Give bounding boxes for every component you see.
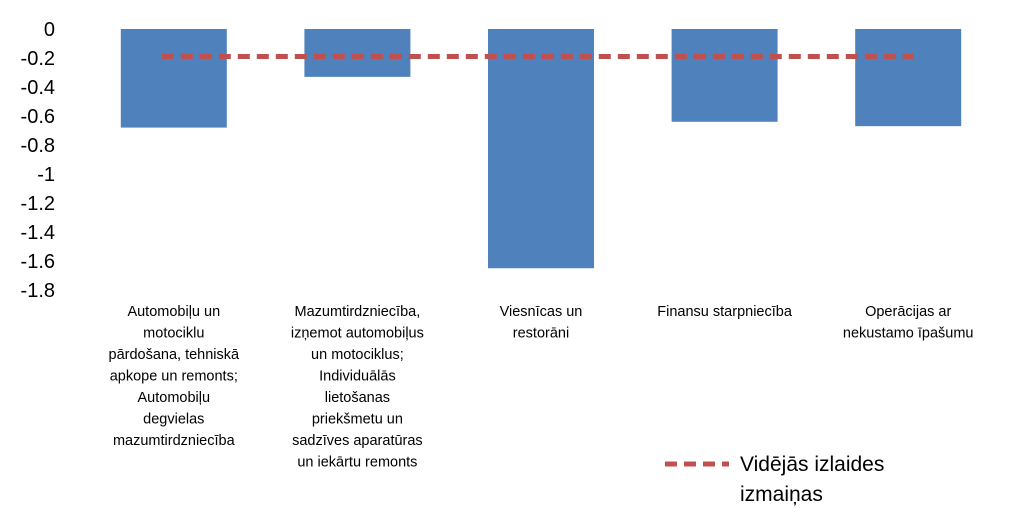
bar bbox=[120, 29, 227, 128]
x-category-label-line: Automobiļu un bbox=[127, 304, 220, 320]
y-tick-label: 0 bbox=[44, 19, 55, 41]
x-category-label: Mazumtirdzniecība, izņemot automobiļus un … bbox=[291, 304, 424, 471]
y-tick-label: -1 bbox=[37, 164, 55, 186]
y-tick-label: -1.4 bbox=[21, 222, 55, 244]
x-category-label-line: Individuālās bbox=[319, 369, 396, 385]
x-category-label-line: apkope un remonts; bbox=[110, 369, 238, 385]
x-axis-labels: Automobiļu un motociklu pārdošana, tehnisk… bbox=[109, 304, 974, 471]
x-category-label-line: sadzīves aparatūras bbox=[292, 433, 423, 449]
x-category-label-line: mazumtirdzniecība bbox=[113, 433, 236, 449]
y-tick-label: -0.4 bbox=[21, 77, 55, 99]
x-category-label: Viesnīcas un restorāni bbox=[500, 304, 583, 342]
x-category-label-line: restorāni bbox=[513, 326, 569, 342]
x-category-label-line: Finansu starpniecība bbox=[657, 304, 793, 320]
y-tick-label: -1.8 bbox=[21, 280, 55, 302]
x-category-label-line: un motociklus; bbox=[311, 347, 404, 363]
x-category-label: Automobiļu un motociklu pārdošana, tehnisk… bbox=[109, 304, 241, 449]
x-category-label-line: un iekārtu remonts bbox=[297, 455, 417, 471]
bar bbox=[671, 29, 778, 122]
x-category-label-line: Mazumtirdzniecība, bbox=[295, 304, 421, 320]
x-category-label-line: Operācijas ar bbox=[865, 304, 951, 320]
x-category-label-line: pārdošana, tehniskā bbox=[109, 347, 241, 363]
y-tick-label: -0.8 bbox=[21, 135, 55, 157]
y-tick-label: -1.2 bbox=[21, 193, 55, 215]
y-tick-label: -0.2 bbox=[21, 48, 55, 70]
x-category-label-line: nekustamo īpašumu bbox=[843, 326, 974, 342]
x-category-label: Finansu starpniecība bbox=[657, 304, 793, 320]
x-category-label-line: izņemot automobiļus bbox=[291, 326, 424, 342]
x-category-label-line: Viesnīcas un bbox=[500, 304, 583, 320]
legend-label: Vidējās izlaides bbox=[740, 453, 884, 476]
bar bbox=[488, 29, 594, 269]
x-category-label-line: Automobiļu bbox=[138, 390, 211, 406]
y-tick-label: -0.6 bbox=[21, 106, 55, 128]
bars bbox=[120, 29, 962, 269]
bar bbox=[304, 29, 411, 77]
bar bbox=[855, 29, 962, 127]
x-category-label: Operācijas ar nekustamo īpašumu bbox=[843, 304, 974, 342]
x-category-label-line: degvielas bbox=[143, 412, 204, 428]
y-tick-label: -1.6 bbox=[21, 251, 55, 273]
legend-label: izmaiņas bbox=[740, 483, 823, 506]
x-category-label-line: lietošanas bbox=[325, 390, 390, 406]
x-category-label-line: priekšmetu un bbox=[312, 412, 403, 428]
x-category-label-line: motociklu bbox=[143, 326, 204, 342]
legend: Vidējās izlaides izmaiņas bbox=[665, 453, 884, 506]
y-axis: 0 -0.2 -0.4 -0.6 -0.8 -1 -1.2 -1.4 -1.6 -1.8 bbox=[21, 19, 55, 302]
